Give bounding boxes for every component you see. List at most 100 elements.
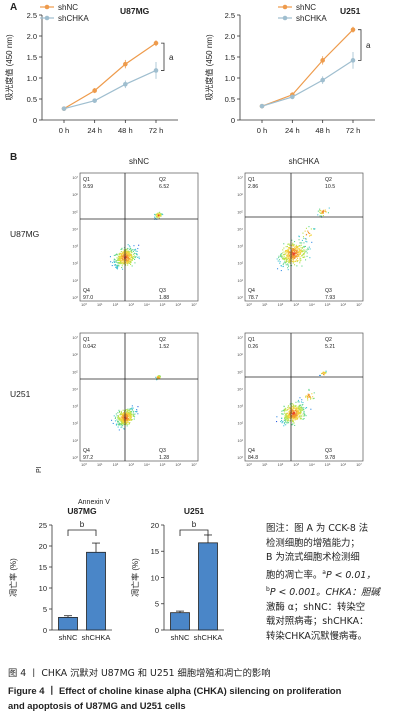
flow-event-dot — [280, 270, 282, 272]
flow-event-dot — [131, 405, 133, 407]
flow-event-dot — [128, 245, 130, 247]
flow-event-dot — [294, 247, 296, 249]
flow-event-dot — [289, 254, 291, 256]
flow-event-dot — [299, 418, 301, 420]
y-tick-label: 2.5 — [27, 11, 37, 20]
flow-y-tick-label: 10² — [238, 262, 244, 266]
flow-event-dot — [117, 264, 119, 266]
flow-event-dot — [298, 255, 300, 257]
flow-event-dot — [113, 264, 115, 266]
flow-y-tick-label: 10⁷ — [72, 336, 78, 340]
flow-event-dot — [286, 422, 288, 424]
flow-event-dot — [293, 258, 295, 260]
flow-event-dot — [298, 239, 300, 241]
flow-event-dot — [136, 254, 138, 256]
flow-event-dot — [287, 412, 289, 414]
flow-event-dot — [291, 239, 293, 241]
flow-event-dot — [294, 412, 296, 414]
flow-event-dot — [324, 373, 326, 375]
flow-event-dot — [117, 424, 119, 426]
flow-event-dot — [288, 410, 290, 412]
flow-event-dot — [301, 418, 303, 420]
data-point-shCHKA — [350, 58, 356, 63]
flow-event-dot — [118, 253, 120, 255]
flow-event-dot — [123, 261, 125, 263]
flow-event-dot — [287, 254, 289, 256]
flow-event-dot — [124, 264, 126, 266]
flow-event-dot — [303, 252, 305, 254]
flow-event-dot — [288, 420, 290, 422]
flow-event-dot — [129, 248, 131, 250]
flow-event-dot — [124, 257, 126, 259]
flow-event-dot — [313, 397, 315, 399]
flow-event-dot — [128, 419, 130, 421]
flow-event-dot — [287, 243, 289, 245]
note-text: 胞的凋亡率。 — [266, 569, 323, 581]
flow-event-dot — [130, 418, 132, 420]
legend-label: shCHKA — [296, 14, 327, 23]
flow-event-dot — [277, 268, 279, 270]
flow-event-dot — [122, 414, 124, 416]
flow-event-dot — [131, 252, 133, 254]
flow-event-dot — [300, 411, 302, 413]
flow-event-dot — [160, 213, 162, 215]
flow-event-dot — [277, 260, 279, 262]
cck8-line-chart-u87mg: 0 0.5 1.0 1.5 2.0 2.5 0 h 24 h 48 h 72 h 吸光度值 (450… — [4, 3, 178, 135]
flow-event-dot — [292, 253, 294, 255]
flow-event-dot — [154, 214, 156, 216]
flow-event-dot — [124, 428, 126, 430]
flow-event-dot — [280, 256, 282, 258]
flow-event-dot — [279, 262, 281, 264]
flow-event-dot — [287, 256, 289, 258]
flow-event-dot — [280, 254, 282, 256]
flow-event-dot — [120, 410, 122, 412]
flow-event-dot — [289, 415, 291, 417]
flow-event-dot — [134, 416, 136, 418]
flow-event-dot — [131, 408, 133, 410]
flow-event-dot — [290, 260, 292, 262]
flow-event-dot — [299, 252, 301, 254]
note-text: P < 0.001。CHKA：胆碱 — [269, 587, 380, 599]
flow-event-dot — [287, 420, 289, 422]
flow-event-dot — [133, 245, 135, 247]
flow-event-dot — [130, 417, 132, 419]
flow-event-dot — [310, 228, 312, 230]
flow-event-dot — [304, 256, 306, 258]
x-tick-label: shNC — [171, 633, 190, 640]
flow-event-dot — [297, 255, 299, 257]
flow-event-dot — [317, 210, 319, 212]
y-tick-label: 15 — [151, 547, 159, 556]
flow-event-dot — [292, 262, 294, 264]
flow-event-dot — [119, 252, 121, 254]
flow-event-dot — [301, 409, 303, 411]
quadrant-q3-label: Q3 — [159, 448, 166, 454]
flow-event-dot — [121, 418, 123, 420]
flow-event-dot — [287, 253, 289, 255]
flow-x-tick-label: 10⁶ — [340, 303, 346, 307]
flow-event-dot — [123, 414, 125, 416]
flow-event-dot — [133, 252, 135, 254]
flow-event-dot — [113, 254, 115, 256]
flow-event-dot — [284, 418, 286, 420]
flow-event-dot — [132, 407, 134, 409]
flow-y-tick-label: 10⁴ — [72, 227, 78, 231]
flow-event-dot — [138, 256, 140, 258]
flow-event-dot — [291, 256, 293, 258]
flow-event-dot — [136, 250, 138, 252]
flow-event-dot — [291, 244, 293, 246]
flow-event-dot — [123, 418, 125, 420]
flow-event-dot — [288, 257, 290, 259]
flow-x-tick-label: 10¹ — [262, 303, 268, 307]
flow-event-dot — [285, 410, 287, 412]
flow-event-dot — [129, 413, 131, 415]
flow-event-dot — [134, 249, 136, 251]
flow-y-tick-label: 10⁶ — [72, 353, 78, 357]
flow-event-dot — [113, 260, 115, 262]
flow-event-dot — [121, 265, 123, 267]
data-point-shCHKA — [153, 68, 159, 73]
flow-event-dot — [297, 417, 299, 419]
flow-event-dot — [299, 409, 301, 411]
quadrant-q4-value: 84.8 — [248, 455, 258, 461]
flow-event-dot — [112, 262, 114, 264]
flow-event-dot — [115, 261, 117, 263]
